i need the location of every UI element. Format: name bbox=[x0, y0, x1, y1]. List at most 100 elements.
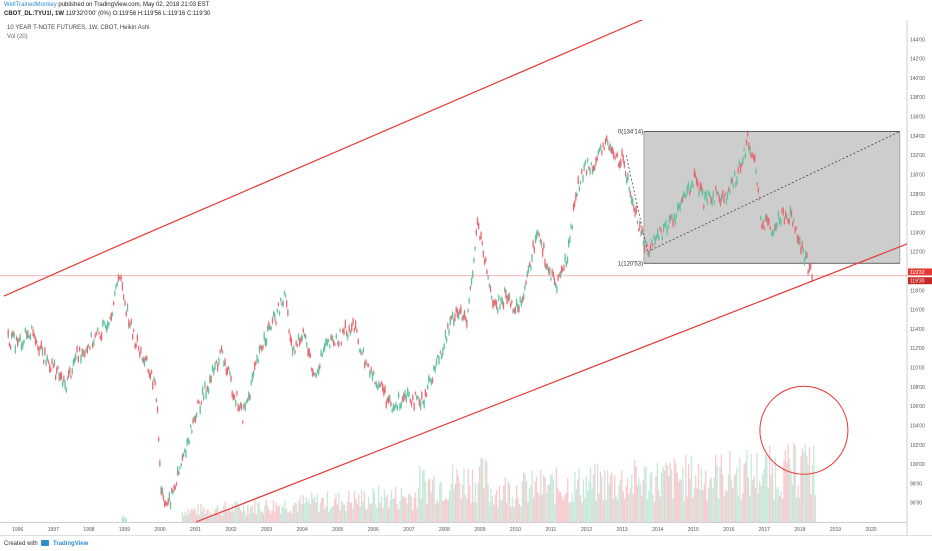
volume-bar bbox=[486, 461, 488, 522]
candle-body bbox=[467, 309, 469, 313]
volume-bar bbox=[749, 495, 751, 522]
author-link[interactable]: WellTrainedMonkey bbox=[4, 2, 57, 8]
volume-bar bbox=[696, 488, 698, 522]
volume-bar bbox=[423, 470, 425, 522]
candle-body bbox=[302, 328, 304, 333]
candle-body bbox=[495, 300, 498, 309]
candle-body bbox=[15, 336, 18, 341]
candle-body bbox=[64, 380, 66, 389]
volume-bar bbox=[713, 477, 715, 522]
volume-bar bbox=[242, 504, 245, 522]
x-tick-label: 2001 bbox=[190, 527, 201, 533]
candle-body bbox=[653, 235, 655, 239]
candle-body bbox=[306, 342, 308, 348]
candle-body bbox=[314, 373, 316, 376]
volume-bar bbox=[250, 507, 252, 522]
candle-body bbox=[263, 332, 265, 341]
volume-bar bbox=[811, 464, 814, 522]
volume-bar bbox=[195, 514, 198, 522]
volume-bar bbox=[618, 485, 620, 522]
candle-body bbox=[444, 330, 447, 338]
volume-bar bbox=[422, 470, 424, 522]
volume-bar bbox=[649, 474, 651, 522]
candle-body bbox=[367, 364, 370, 367]
candle-body bbox=[169, 502, 172, 509]
candle-body bbox=[336, 342, 339, 345]
volume-bar bbox=[405, 496, 407, 522]
volume-bar bbox=[582, 479, 585, 522]
candle-body bbox=[340, 342, 343, 346]
volume-bar bbox=[548, 484, 550, 522]
volume-bar bbox=[771, 463, 774, 522]
volume-bar bbox=[747, 477, 750, 522]
candle-body bbox=[672, 219, 674, 227]
volume-bar bbox=[231, 504, 233, 522]
y-tick-label: 138'00 bbox=[910, 95, 925, 101]
volume-bar bbox=[282, 507, 285, 522]
candle-body bbox=[181, 454, 184, 461]
volume-bar bbox=[700, 468, 703, 522]
ohlc-values: 119'32'0'00' (0%) O:119'56 H:119'56 L:11… bbox=[65, 11, 211, 17]
x-tick-label: 2014 bbox=[652, 527, 663, 533]
volume-bar bbox=[237, 503, 239, 522]
candle-body bbox=[749, 146, 751, 155]
candle-body bbox=[318, 366, 320, 375]
candle-body bbox=[45, 359, 47, 366]
volume-bar bbox=[197, 504, 199, 522]
tradingview-brand[interactable]: TradingView bbox=[53, 541, 89, 547]
candle-body bbox=[806, 252, 808, 258]
volume-bar bbox=[370, 503, 373, 522]
volume-bar bbox=[508, 484, 511, 522]
volume-bar bbox=[343, 504, 346, 522]
candle-body bbox=[742, 157, 744, 164]
candle-body bbox=[470, 277, 473, 285]
volume-bar bbox=[648, 490, 650, 522]
candle-body bbox=[162, 495, 165, 501]
volume-bar bbox=[803, 452, 805, 522]
candle-body bbox=[739, 164, 742, 173]
candle-body bbox=[11, 332, 13, 339]
volume-bar bbox=[393, 498, 395, 522]
candle-body bbox=[171, 488, 173, 493]
volume-bar bbox=[235, 500, 238, 522]
volume-bar bbox=[631, 474, 633, 522]
candle-body bbox=[252, 371, 255, 377]
volume-bar bbox=[484, 459, 486, 522]
candle-body bbox=[365, 359, 367, 365]
candle-body bbox=[375, 382, 377, 388]
volume-bar bbox=[572, 502, 575, 522]
candle-body bbox=[751, 153, 754, 157]
volume-bar bbox=[473, 501, 475, 522]
volume-bar bbox=[190, 508, 192, 522]
candle-body bbox=[723, 197, 725, 203]
candle-body bbox=[430, 379, 432, 385]
candle-body bbox=[227, 367, 230, 370]
candle-body bbox=[475, 229, 477, 236]
candle-body bbox=[505, 290, 507, 299]
volume-bar bbox=[441, 500, 444, 522]
candle-body bbox=[709, 193, 711, 196]
volume-bar bbox=[203, 507, 205, 522]
volume-bar bbox=[643, 466, 646, 522]
candle-body bbox=[736, 177, 738, 184]
candle-body bbox=[493, 299, 495, 306]
volume-bar bbox=[535, 476, 538, 522]
candle-body bbox=[428, 375, 430, 383]
volume-bar bbox=[481, 458, 484, 522]
volume-bar bbox=[757, 492, 759, 522]
volume-bar bbox=[567, 478, 569, 522]
candle-body bbox=[245, 400, 248, 403]
y-tick-label: 126'00 bbox=[910, 211, 925, 217]
candle-body bbox=[12, 331, 14, 337]
volume-bar bbox=[530, 485, 532, 522]
candle-body bbox=[309, 353, 312, 358]
candle-body bbox=[570, 224, 572, 228]
volume-bar bbox=[695, 475, 697, 522]
candle-body bbox=[476, 217, 479, 225]
candle-body bbox=[602, 142, 604, 148]
candle-body bbox=[349, 330, 352, 335]
upper-trendline bbox=[117, 20, 644, 247]
price-chart[interactable]: 144'00 142'00 140'00 138'00 136'00 134'00 132'… bbox=[0, 20, 932, 535]
volume-bar bbox=[592, 474, 595, 522]
candle-body bbox=[107, 321, 109, 329]
